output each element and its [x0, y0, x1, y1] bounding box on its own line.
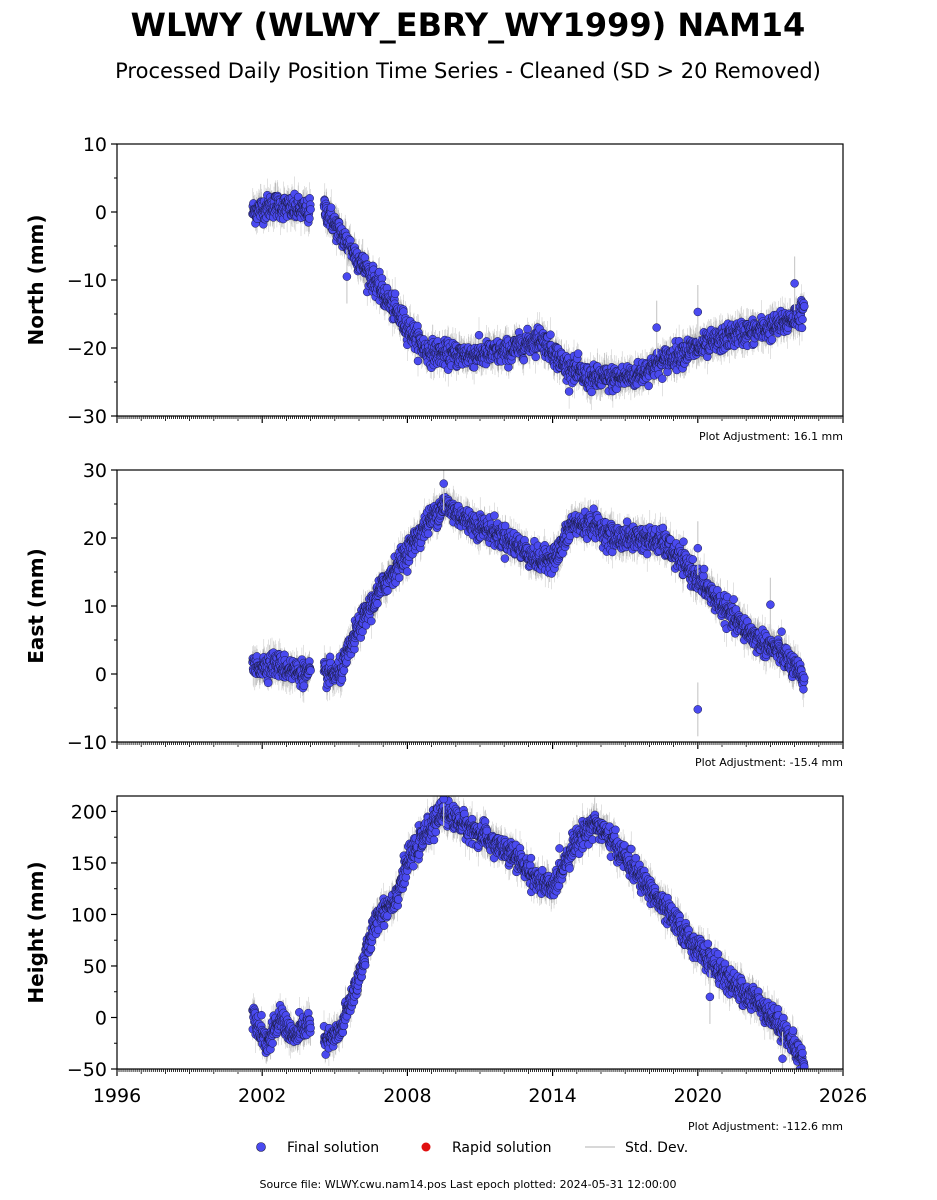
- data-point: [360, 960, 370, 970]
- outlier-point: [342, 272, 352, 281]
- data-point: [777, 627, 786, 636]
- data-point: [798, 315, 807, 324]
- data-point: [383, 586, 392, 595]
- data-point: [263, 678, 273, 688]
- data-point: [268, 1039, 277, 1048]
- y-axis-label: North (mm): [24, 214, 48, 345]
- data-point: [663, 367, 672, 377]
- data-point: [642, 549, 652, 559]
- outlier-point: [693, 543, 703, 553]
- y-axis-label: East (mm): [24, 548, 48, 664]
- data-point: [658, 374, 667, 383]
- data-point: [257, 1010, 266, 1020]
- plot-adjustment: Plot Adjustment: -15.4 mm: [695, 756, 843, 769]
- y-tick-label: −30: [67, 406, 107, 428]
- y-tick-label: 0: [95, 664, 107, 686]
- outlier-point: [652, 323, 661, 332]
- data-point: [306, 205, 315, 214]
- data-point: [423, 529, 433, 538]
- data-point: [564, 387, 574, 396]
- data-point: [306, 666, 315, 675]
- data-point: [800, 673, 809, 683]
- data-point: [394, 573, 404, 583]
- data-point: [379, 921, 389, 930]
- data-point: [729, 595, 738, 604]
- data-point: [326, 203, 336, 212]
- outlier-point: [693, 307, 703, 317]
- data-point: [573, 349, 583, 358]
- data-point: [800, 302, 809, 311]
- y-tick-label: 10: [83, 596, 107, 618]
- y-tick-label: 20: [83, 528, 107, 550]
- data-point: [699, 564, 709, 574]
- outlier-point: [693, 705, 703, 714]
- axes-frame: [116, 143, 844, 417]
- data-point: [339, 666, 349, 675]
- data-point: [523, 324, 532, 334]
- panel-2: 30 20 10 0 −10 East (mm) Plot Adjustment: -15.…: [24, 460, 844, 769]
- data-point: [367, 616, 376, 626]
- data-point: [403, 567, 412, 576]
- data-point: [679, 537, 688, 546]
- data-point: [490, 511, 499, 520]
- data-point: [519, 355, 529, 365]
- plot-area: [248, 470, 809, 737]
- data-point: [474, 330, 484, 340]
- figure-subtitle: Processed Daily Position Time Series - C…: [115, 59, 821, 83]
- data-point: [373, 599, 382, 608]
- data-point: [767, 335, 777, 344]
- data-point: [299, 681, 309, 691]
- data-point: [306, 1023, 315, 1033]
- data-point: [546, 330, 555, 339]
- y-tick-label: 0: [95, 202, 107, 224]
- data-point: [531, 352, 540, 362]
- y-tick-label: −20: [67, 338, 107, 360]
- data-point: [688, 555, 698, 564]
- data-point: [644, 381, 653, 391]
- figure-title: WLWY (WLWY_EBRY_WY1999) NAM14: [131, 6, 806, 44]
- y-tick-label: −10: [67, 270, 107, 292]
- plot-adjustment: Plot Adjustment: 16.1 mm: [699, 430, 843, 443]
- data-point: [500, 554, 510, 563]
- y-tick-label: 10: [83, 134, 107, 156]
- plot-area: [248, 796, 809, 1069]
- data-point: [622, 517, 632, 526]
- outlier-point: [790, 279, 799, 288]
- data-point: [390, 289, 400, 298]
- panel-1: 10 0 −10 −20 −30 North (mm) Plot Adjustment: 1…: [24, 134, 844, 443]
- data-point: [797, 323, 807, 333]
- y-tick-label: 30: [83, 460, 107, 482]
- panels: 10 0 −10 −20 −30 North (mm) Plot Adjustment: 1…: [24, 134, 867, 1133]
- outlier-point: [766, 600, 775, 609]
- data-point: [305, 214, 314, 223]
- data-point: [394, 895, 403, 904]
- outlier-point: [439, 479, 448, 488]
- y-tick-label: −10: [67, 732, 107, 754]
- std-dev-bars: [252, 176, 805, 410]
- data-point: [587, 387, 596, 397]
- plot-area: [248, 176, 809, 410]
- data-point: [413, 356, 423, 366]
- data-point: [799, 685, 808, 694]
- data-point: [374, 925, 383, 935]
